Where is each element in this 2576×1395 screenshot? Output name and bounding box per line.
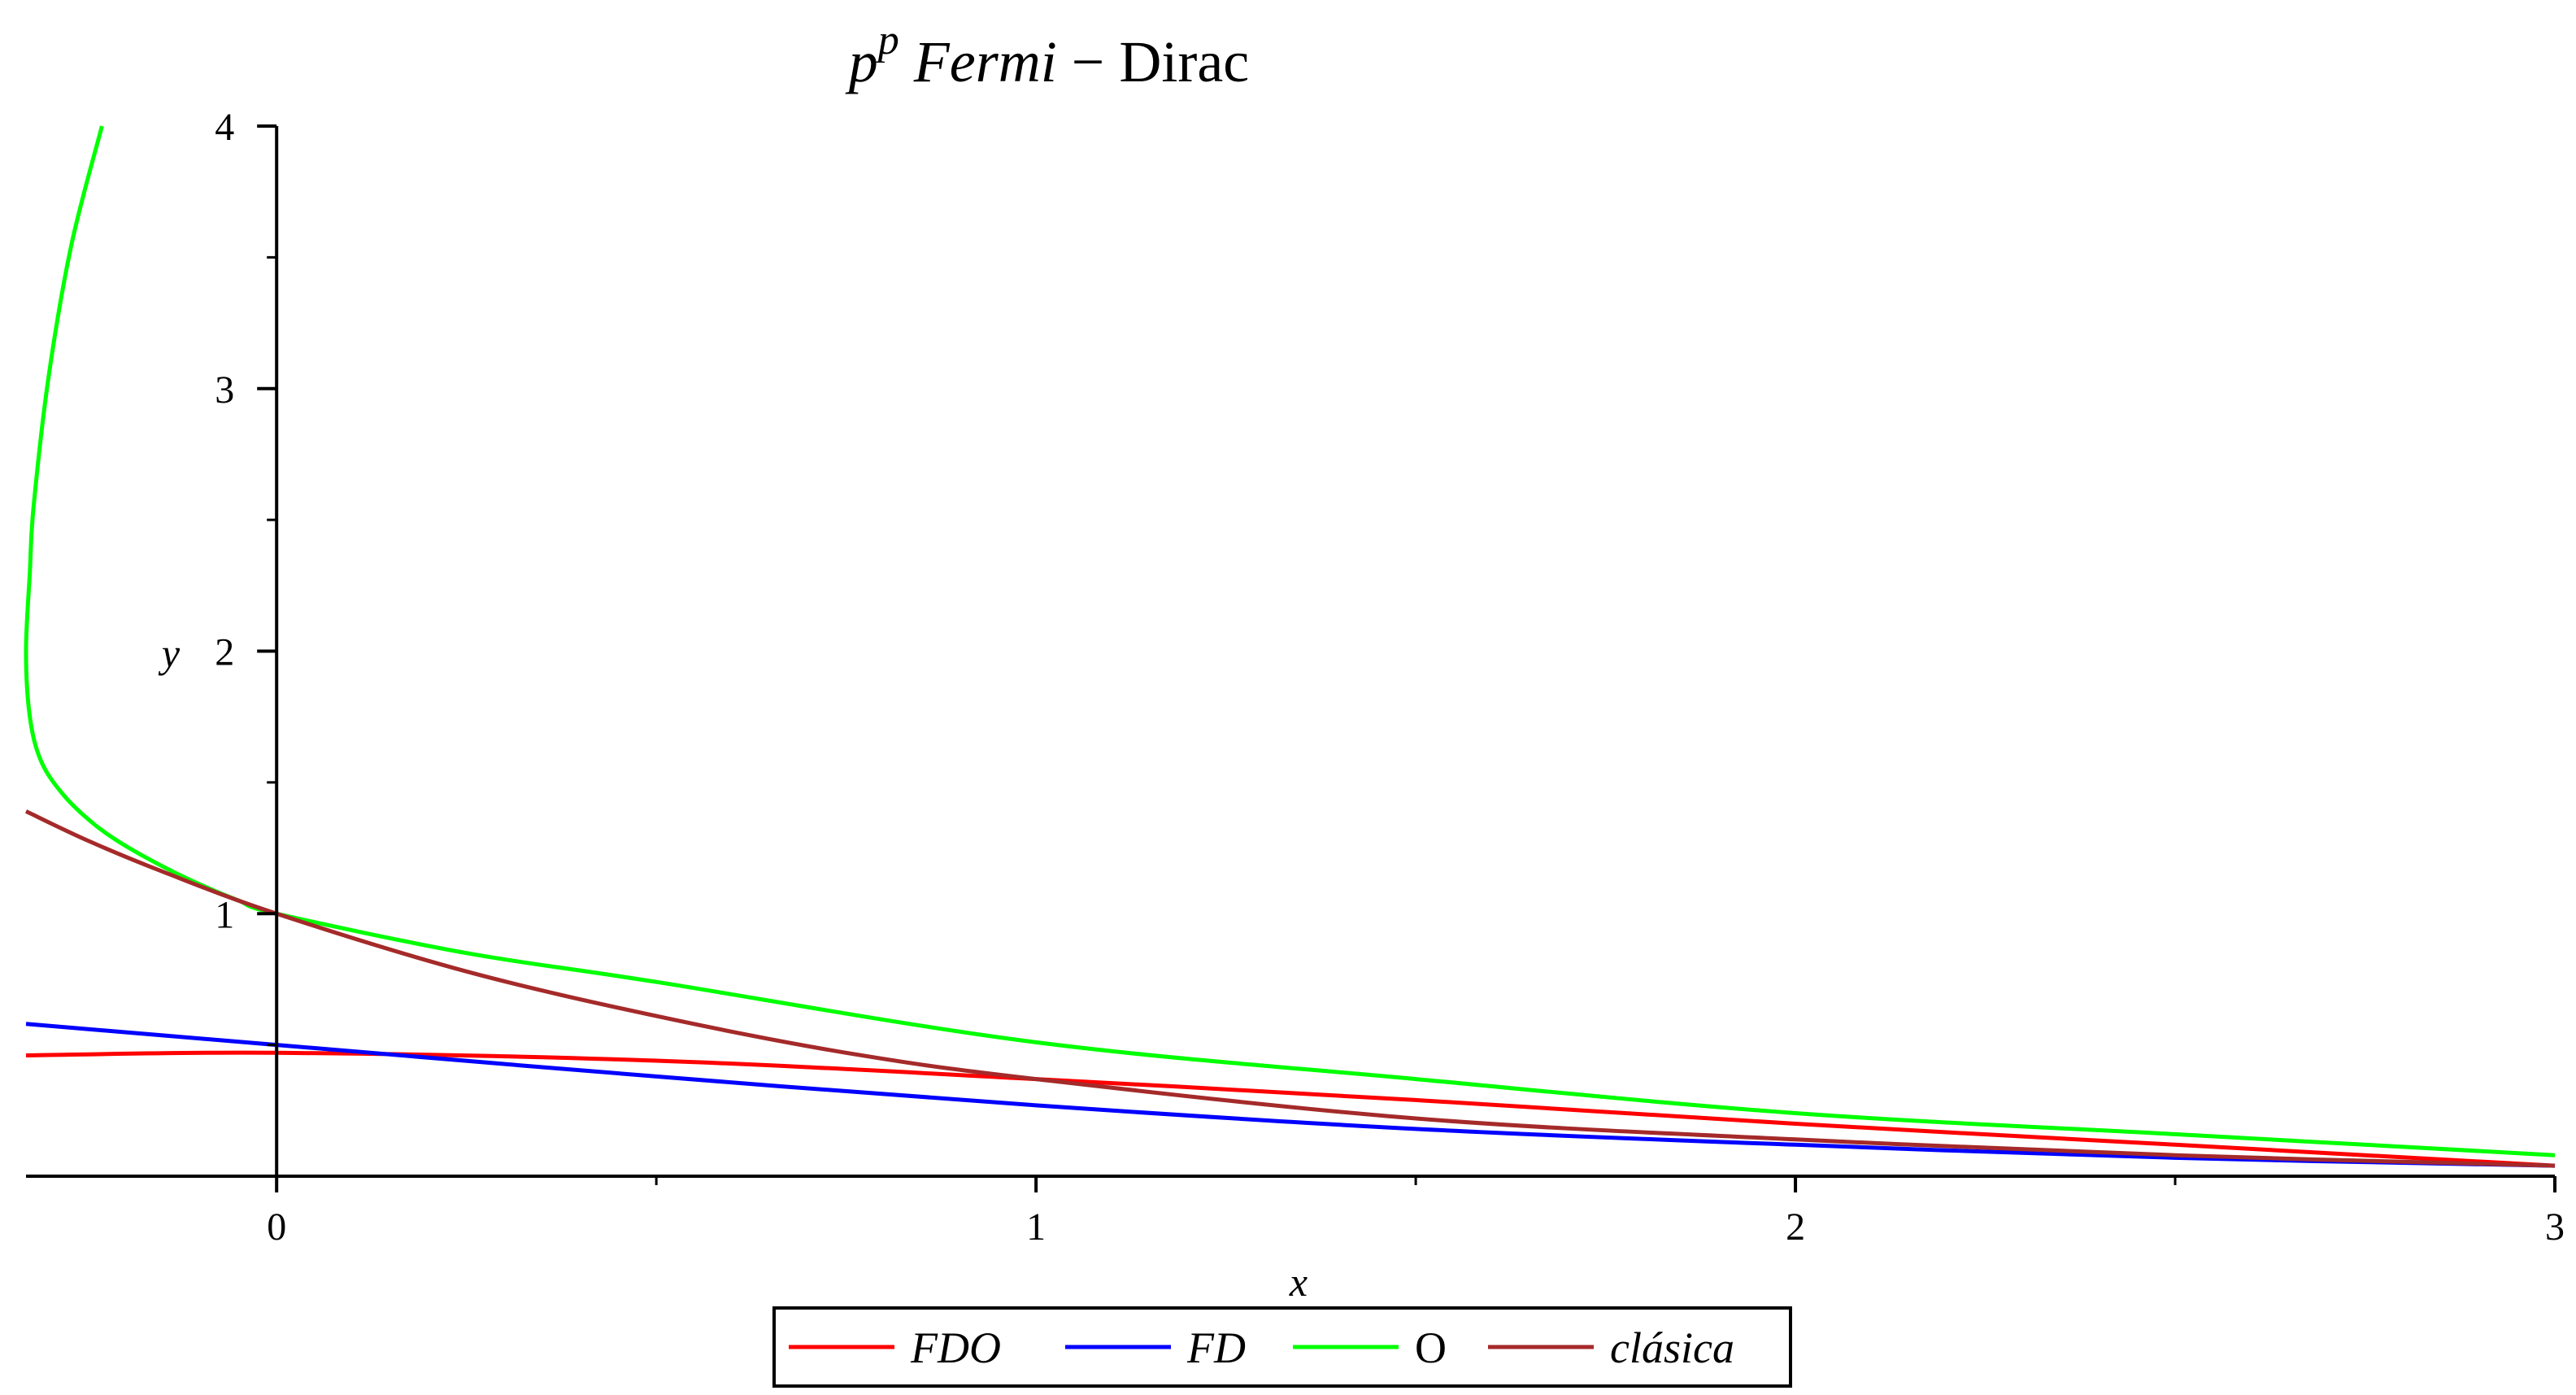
legend-label-3: O <box>1415 1323 1447 1372</box>
series-line-4 <box>24 809 2556 1168</box>
y-tick-label: 4 <box>215 106 234 149</box>
title-base: p <box>845 29 878 94</box>
y-tick-label: 1 <box>215 893 234 936</box>
curves-layer <box>24 125 2556 1168</box>
legend-label-2: FD <box>1186 1323 1246 1372</box>
x-tick-label: 0 <box>267 1205 286 1249</box>
x-tick-label: 3 <box>2545 1205 2565 1249</box>
legend-label-4: clásica <box>1610 1323 1734 1372</box>
y-tick-label: 2 <box>215 631 234 674</box>
x-axis-label: x <box>1289 1259 1308 1305</box>
y-tick-label: 3 <box>215 368 234 412</box>
x-tick-label: 1 <box>1026 1205 1046 1249</box>
legend-label-1: FDO <box>910 1323 1001 1372</box>
title-dash: − <box>1072 29 1105 94</box>
title-tail: Dirac <box>1119 29 1249 94</box>
y-axis-label: y <box>158 630 181 676</box>
series-line-2 <box>25 1022 2556 1168</box>
chart-title: pp Fermi − Dirac <box>845 17 1249 94</box>
legend-box <box>772 1306 1792 1388</box>
series-line-3 <box>24 125 2556 1157</box>
axes-layer: 0 1 2 3 1 2 3 4 <box>26 106 2565 1249</box>
x-tick-label: 2 <box>1786 1205 1805 1249</box>
title-superscript: p <box>875 17 899 63</box>
title-main: Fermi <box>913 29 1057 94</box>
